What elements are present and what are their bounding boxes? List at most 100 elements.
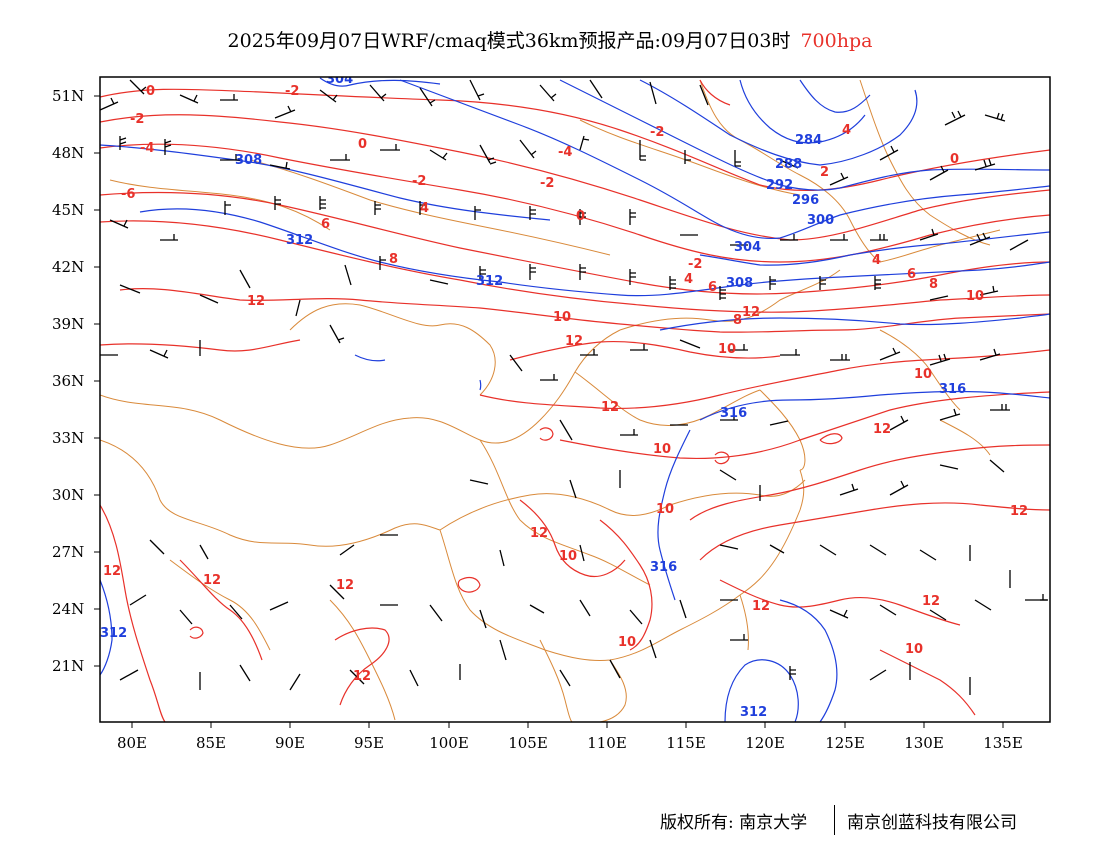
svg-text:0: 0 [950,152,959,167]
svg-text:316: 316 [720,406,747,421]
svg-text:300: 300 [807,213,834,228]
svg-text:-2: -2 [540,176,554,191]
lat-tick-label: 42N [52,258,84,276]
height-labels: 304 308 312 284 288 292 296 300 304 308 … [100,72,966,720]
svg-text:6: 6 [321,217,330,232]
svg-text:-6: -6 [121,187,135,202]
lon-tick-label: 105E [508,734,548,752]
svg-text:10: 10 [966,289,984,304]
svg-text:6: 6 [907,267,916,282]
lat-tick-label: 39N [52,315,84,333]
height-contours [100,77,1050,722]
lat-tick-label: 51N [52,87,84,105]
latitude-axis: 51N 48N 45N 42N 39N 36N 33N 30N 27N 24N … [52,87,100,675]
svg-text:12: 12 [336,578,354,593]
svg-text:316: 316 [650,560,677,575]
svg-text:12: 12 [353,669,371,684]
lat-tick-label: 33N [52,429,84,447]
lon-tick-label: 80E [117,734,147,752]
svg-text:12: 12 [752,599,770,614]
lon-tick-label: 100E [429,734,469,752]
temperature-contours [100,79,1050,722]
svg-text:4: 4 [684,272,693,287]
svg-text:284: 284 [795,133,822,148]
svg-text:-4: -4 [140,141,154,156]
svg-text:12: 12 [103,564,121,579]
svg-text:10: 10 [618,635,636,650]
longitude-axis: 80E 85E 90E 95E 100E 105E 110E 115E 120E… [117,722,1023,752]
svg-text:2: 2 [820,165,829,180]
svg-text:12: 12 [1010,504,1028,519]
svg-text:-2: -2 [688,257,702,272]
lon-tick-label: 135E [983,734,1023,752]
lat-tick-label: 45N [52,201,84,219]
lon-tick-label: 95E [354,734,384,752]
svg-text:12: 12 [873,422,891,437]
map-frame [99,76,1051,723]
svg-text:6: 6 [708,280,717,295]
svg-text:0: 0 [146,84,155,99]
temperature-labels: 0 -2 -2 -4 0 -2 -6 -4 -2 0 4 -2 6 4 0 2 … [103,84,1028,684]
company-text: 南京创蓝科技有限公司 [847,813,1017,833]
pressure-level-label: 700hpa [800,30,873,52]
svg-text:10: 10 [718,342,736,357]
svg-text:308: 308 [726,276,753,291]
lon-tick-label: 125E [825,734,865,752]
svg-text:312: 312 [476,274,503,289]
svg-text:0: 0 [576,209,585,224]
svg-text:10: 10 [905,642,923,657]
svg-text:308: 308 [235,153,262,168]
svg-text:304: 304 [326,72,353,87]
svg-text:-2: -2 [285,84,299,99]
svg-text:4: 4 [842,123,851,138]
lat-tick-label: 27N [52,543,84,561]
lon-tick-label: 130E [904,734,944,752]
svg-text:312: 312 [740,705,767,720]
lon-tick-label: 115E [666,734,706,752]
lon-tick-label: 85E [196,734,226,752]
svg-text:-2: -2 [130,112,144,127]
svg-text:10: 10 [914,367,932,382]
lat-tick-label: 24N [52,600,84,618]
svg-text:12: 12 [742,305,760,320]
lat-tick-label: 21N [52,657,84,675]
svg-text:4: 4 [420,201,429,216]
svg-text:312: 312 [286,233,313,248]
svg-text:-4: -4 [558,145,572,160]
svg-text:296: 296 [792,193,819,208]
svg-text:12: 12 [530,526,548,541]
svg-text:12: 12 [601,400,619,415]
svg-text:312: 312 [100,626,127,641]
lon-tick-label: 120E [745,734,785,752]
svg-text:8: 8 [733,313,742,328]
svg-text:12: 12 [203,573,221,588]
svg-text:288: 288 [775,157,802,172]
svg-text:4: 4 [872,253,881,268]
svg-text:8: 8 [929,277,938,292]
lat-tick-label: 48N [52,144,84,162]
svg-text:-2: -2 [650,125,664,140]
svg-text:10: 10 [656,502,674,517]
svg-text:10: 10 [553,310,571,325]
title-main: 2025年09月07日WRF/cmaq模式36km预报产品:09月07日03时 [227,30,791,52]
copyright-text: 版权所有: 南京大学 [660,813,808,833]
lon-tick-label: 90E [275,734,305,752]
svg-text:10: 10 [653,442,671,457]
svg-text:12: 12 [922,594,940,609]
lat-tick-label: 30N [52,486,84,504]
svg-text:10: 10 [559,549,577,564]
lat-tick-label: 36N [52,372,84,390]
svg-text:8: 8 [389,252,398,267]
chart-title: 2025年09月07日WRF/cmaq模式36km预报产品:09月07日03时 7… [0,26,1100,53]
svg-text:12: 12 [565,334,583,349]
svg-text:0: 0 [358,137,367,152]
wind-barbs [100,79,1048,695]
svg-text:12: 12 [247,294,265,309]
footer-divider [834,805,835,835]
svg-text:292: 292 [766,178,793,193]
svg-text:-2: -2 [412,174,426,189]
svg-text:304: 304 [734,240,761,255]
lon-tick-label: 110E [587,734,627,752]
svg-text:316: 316 [939,382,966,397]
